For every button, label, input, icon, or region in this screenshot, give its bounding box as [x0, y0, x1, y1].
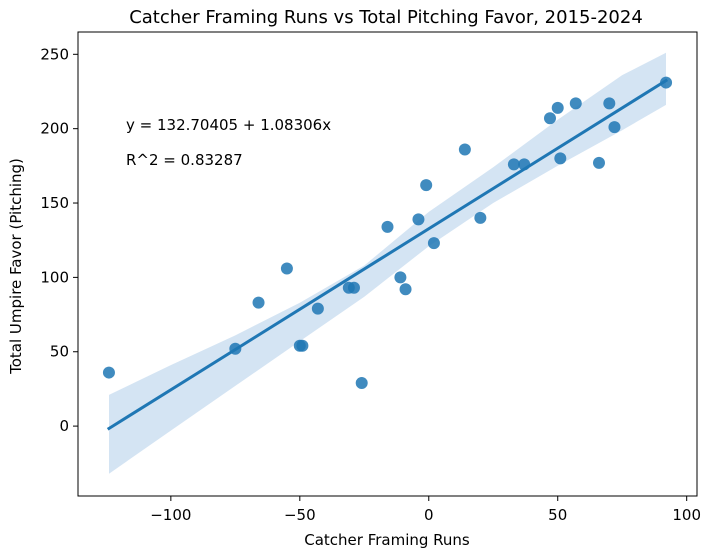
data-point-23 [569, 97, 582, 110]
regression-line [106, 78, 669, 431]
r-squared-annotation: R^2 = 0.83287 [126, 151, 243, 169]
regression-equation: y = 132.70405 + 1.08306x [126, 116, 331, 134]
regression-line-layer [106, 78, 669, 431]
data-point-21 [551, 101, 564, 114]
x-tick-label: 50 [548, 506, 567, 524]
data-point-26 [608, 121, 621, 134]
data-point-27 [660, 76, 673, 89]
x-axis-ticks: −100 −50 0 50 100 [150, 496, 701, 524]
y-tick-label: 200 [40, 120, 69, 138]
data-point-10 [381, 220, 394, 233]
data-point-14 [420, 179, 433, 192]
confidence-band [109, 52, 666, 474]
confidence-band-layer [109, 52, 666, 474]
x-tick-label: 100 [672, 506, 701, 524]
y-tick-label: 0 [59, 417, 69, 435]
x-tick-label: −100 [150, 506, 191, 524]
data-point-0 [102, 366, 115, 379]
y-tick-label: 100 [40, 268, 69, 286]
data-point-17 [474, 211, 487, 224]
data-point-11 [394, 271, 407, 284]
data-point-6 [311, 302, 324, 315]
data-point-13 [412, 213, 425, 226]
y-axis-ticks: 0 50 100 150 200 250 [40, 45, 78, 435]
data-point-15 [427, 237, 440, 250]
data-point-20 [543, 112, 556, 125]
data-point-16 [458, 143, 471, 156]
data-point-12 [399, 283, 412, 296]
chart-title: Catcher Framing Runs vs Total Pitching F… [129, 7, 643, 28]
plot-area-frame [77, 31, 698, 497]
data-point-1 [229, 342, 242, 355]
x-axis-label: Catcher Framing Runs [304, 531, 470, 549]
data-point-3 [280, 262, 293, 275]
x-tick-label: 0 [424, 506, 434, 524]
data-point-22 [554, 152, 567, 165]
data-point-9 [355, 376, 368, 389]
data-point-8 [347, 281, 360, 294]
data-point-18 [507, 158, 520, 171]
data-point-19 [518, 158, 531, 171]
y-tick-label: 150 [40, 194, 69, 212]
data-point-5 [296, 339, 309, 352]
data-point-24 [592, 156, 605, 169]
y-axis-label: Total Umpire Favor (Pitching) [7, 158, 25, 375]
data-point-25 [603, 97, 616, 110]
data-point-2 [252, 296, 265, 309]
y-tick-label: 50 [50, 343, 69, 361]
scatter-points-layer [102, 76, 673, 389]
y-tick-label: 250 [40, 45, 69, 63]
x-tick-label: −50 [284, 506, 316, 524]
